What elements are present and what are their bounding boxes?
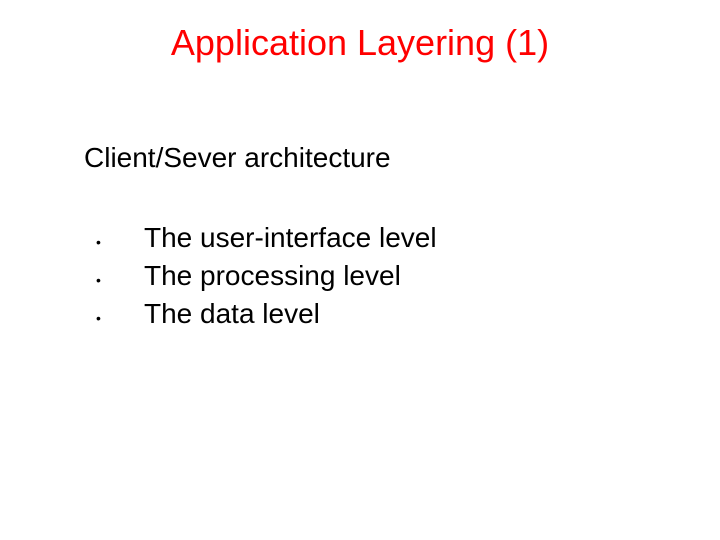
list-item: • The data level <box>96 298 720 330</box>
bullet-list: • The user-interface level • The process… <box>96 222 720 330</box>
bullet-icon: • <box>96 272 144 288</box>
bullet-icon: • <box>96 310 144 326</box>
bullet-icon: • <box>96 234 144 250</box>
slide-container: Application Layering (1) Client/Sever ar… <box>0 0 720 540</box>
list-item: • The user-interface level <box>96 222 720 254</box>
slide-subtitle: Client/Sever architecture <box>84 142 720 174</box>
bullet-text: The user-interface level <box>144 222 437 254</box>
bullet-text: The data level <box>144 298 320 330</box>
list-item: • The processing level <box>96 260 720 292</box>
slide-title: Application Layering (1) <box>0 22 720 64</box>
bullet-text: The processing level <box>144 260 401 292</box>
